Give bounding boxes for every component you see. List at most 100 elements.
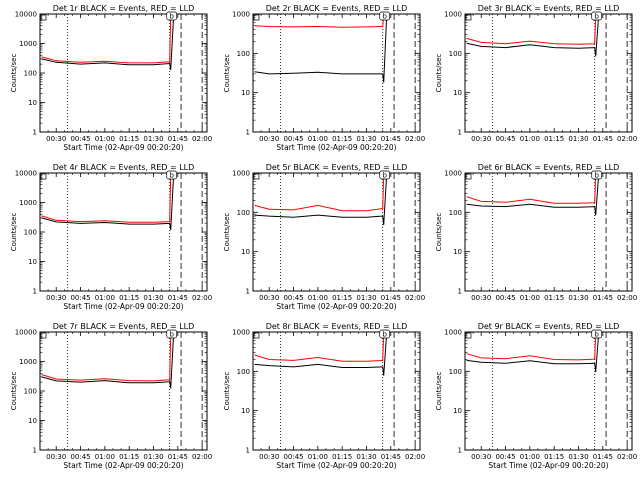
series-events: [254, 332, 388, 376]
series-lld: [41, 14, 174, 64]
y-tick-label: 1: [33, 288, 37, 296]
y-tick-label: 1000: [444, 329, 462, 337]
series-lld: [466, 14, 599, 45]
b-marker-label: b: [382, 13, 387, 21]
y-tick-label: 10: [241, 407, 250, 415]
panel-title: Det 9r BLACK = Events, RED = LLD: [478, 322, 620, 331]
y-tick-label: 1: [458, 288, 462, 296]
y-axis-label: Counts/sec: [223, 54, 231, 93]
b-marker-label: b: [169, 331, 174, 339]
series-lld: [466, 173, 599, 204]
b-marker-label: b: [594, 172, 599, 180]
b-marker-label: b: [169, 13, 174, 21]
x-tick-label: 02:00: [405, 294, 425, 302]
panel-5: Det 5r BLACK = Events, RED = LLD 1 10 100 10…: [223, 163, 425, 311]
panel-title: Det 3r BLACK = Events, RED = LLD: [478, 4, 620, 13]
x-tick-label: 01:15: [544, 135, 564, 143]
y-tick-label: 1000: [19, 358, 37, 366]
y-tick-label: 10: [241, 248, 250, 256]
x-axis-label: Start Time (02-Apr-09 00:20:20): [63, 461, 183, 470]
plot-frame: [39, 172, 208, 292]
start-marker: [465, 14, 472, 21]
y-axis-label: Counts/sec: [10, 54, 18, 93]
start-marker: [253, 14, 260, 21]
b-marker-box: [166, 170, 178, 180]
x-tick-label: 02:00: [617, 453, 637, 461]
x-tick-label: 01:00: [308, 453, 328, 461]
x-tick-label: 00:45: [70, 135, 90, 143]
y-axis-label: Counts/sec: [435, 372, 443, 411]
y-tick-label: 100: [24, 70, 37, 78]
series-events: [41, 332, 175, 389]
series-events: [466, 173, 600, 216]
b-marker-label: b: [594, 13, 599, 21]
b-marker-box: [591, 170, 603, 180]
y-tick-label: 1: [33, 129, 37, 137]
series-events: [466, 14, 600, 57]
x-tick-label: 01:00: [308, 135, 328, 143]
series-events: [254, 14, 388, 83]
x-tick-label: 02:00: [405, 453, 425, 461]
panel-6: Det 6r BLACK = Events, RED = LLD 1 10 100 10…: [435, 163, 637, 302]
series-events: [254, 173, 388, 225]
panel-title: Det 8r BLACK = Events, RED = LLD: [266, 322, 408, 331]
panel-4: Det 4r BLACK = Events, RED = LLD 1 10 100 10…: [10, 163, 212, 311]
x-tick-label: 00:45: [495, 135, 515, 143]
x-tick-label: 00:45: [70, 294, 90, 302]
x-axis-label: Start Time (02-Apr-09 00:20:20): [488, 461, 608, 470]
x-tick-label: 01:45: [593, 135, 613, 143]
x-tick-label: 01:30: [143, 135, 163, 143]
panel-title: Det 7r BLACK = Events, RED = LLD: [53, 322, 195, 331]
y-tick-label: 1000: [444, 11, 462, 19]
x-tick-label: 01:00: [95, 294, 115, 302]
b-marker-box: [591, 329, 603, 339]
series-lld: [41, 332, 174, 382]
y-tick-label: 100: [237, 368, 250, 376]
x-tick-label: 00:30: [46, 135, 66, 143]
panel-title: Det 6r BLACK = Events, RED = LLD: [478, 163, 620, 172]
x-tick-label: 00:30: [471, 453, 491, 461]
x-tick-label: 01:30: [356, 294, 376, 302]
x-tick-label: 00:30: [46, 453, 66, 461]
plot-frame: [39, 13, 208, 133]
plot-frame: [252, 172, 421, 292]
series-lld: [254, 173, 387, 212]
y-tick-label: 10: [453, 248, 462, 256]
series-lld: [466, 332, 599, 361]
panel-2: Det 2r BLACK = Events, RED = LLD 1 10 100 10…: [223, 4, 425, 152]
y-axis-label: Counts/sec: [10, 372, 18, 411]
b-marker-box: [166, 329, 178, 339]
x-tick-label: 01:45: [168, 294, 188, 302]
panel-7: Det 7r BLACK = Events, RED = LLD 1 10 100 10…: [10, 322, 212, 470]
y-tick-label: 100: [24, 229, 37, 237]
x-tick-label: 01:15: [332, 453, 352, 461]
x-tick-label: 00:30: [46, 294, 66, 302]
x-tick-label: 01:45: [168, 135, 188, 143]
panel-9: Det 9r BLACK = Events, RED = LLD 1 10 100 10…: [435, 322, 637, 470]
y-tick-label: 1000: [19, 199, 37, 207]
x-tick-label: 01:15: [119, 453, 139, 461]
x-tick-label: 00:30: [471, 135, 491, 143]
plot-frame: [252, 13, 421, 133]
y-tick-label: 1000: [232, 329, 250, 337]
x-tick-label: 01:15: [332, 135, 352, 143]
y-tick-label: 10: [453, 407, 462, 415]
x-tick-label: 01:30: [356, 453, 376, 461]
start-marker: [253, 332, 260, 339]
y-tick-label: 1: [246, 129, 250, 137]
x-tick-label: 02:00: [192, 453, 212, 461]
y-axis-label: Counts/sec: [435, 213, 443, 252]
x-tick-label: 01:45: [381, 453, 401, 461]
y-tick-label: 1: [33, 447, 37, 455]
y-tick-label: 10: [453, 89, 462, 97]
y-tick-label: 10000: [15, 329, 37, 337]
b-marker-label: b: [169, 172, 174, 180]
x-tick-label: 01:00: [520, 294, 540, 302]
x-tick-label: 01:00: [95, 135, 115, 143]
x-tick-label: 01:30: [568, 294, 588, 302]
y-tick-label: 1: [246, 447, 250, 455]
x-tick-label: 01:30: [143, 294, 163, 302]
x-tick-label: 02:00: [405, 135, 425, 143]
plot-frame: [464, 13, 633, 133]
y-axis-label: Counts/sec: [10, 213, 18, 252]
